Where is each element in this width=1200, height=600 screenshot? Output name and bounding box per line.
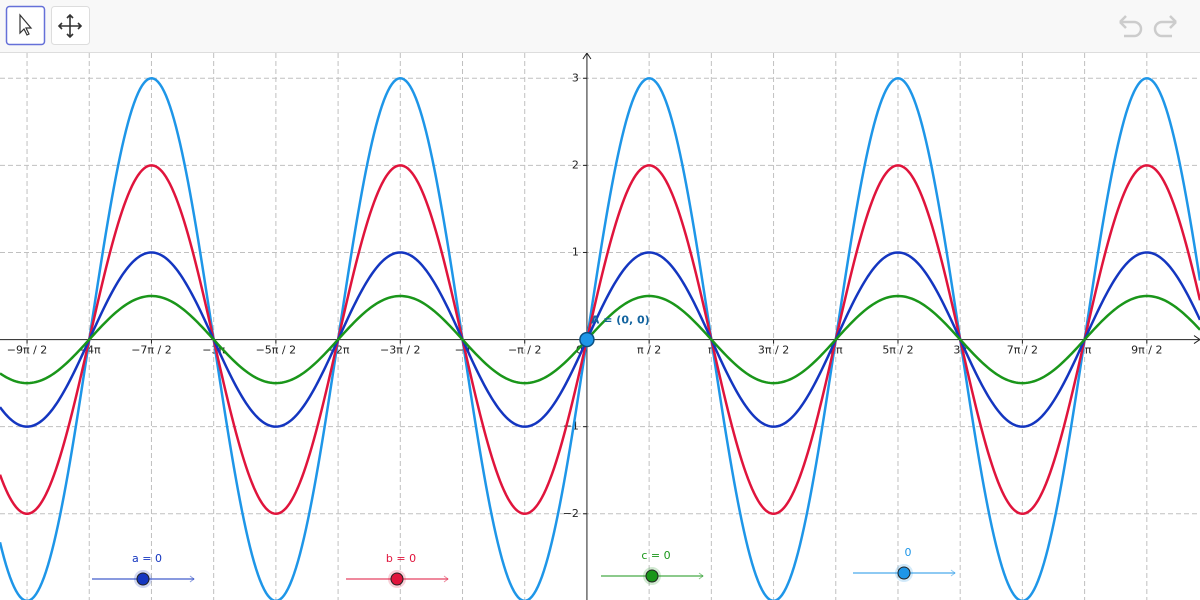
point-label: A = (0, 0): [591, 314, 650, 327]
x-axis-arrow: [1193, 335, 1200, 344]
function-curve: [0, 164, 1200, 516]
x-tick-label: −7π / 2: [131, 344, 172, 357]
move-view-tool[interactable]: [51, 6, 90, 45]
x-tick-label: 0: [576, 344, 583, 357]
y-tick-label: −2: [563, 507, 579, 520]
redo-button[interactable]: [1153, 15, 1177, 38]
x-tick-label: −π / 2: [508, 344, 542, 357]
y-tick-label: 2: [572, 158, 579, 171]
function-curve: [0, 294, 1200, 385]
slider-knob[interactable]: [897, 566, 911, 580]
x-tick-label: −5π / 2: [256, 344, 297, 357]
x-tick-label: π / 2: [637, 344, 661, 357]
slider-arrow: [189, 575, 195, 583]
x-tick-label: −9π / 2: [7, 344, 48, 357]
slider-knob[interactable]: [390, 572, 404, 586]
x-tick-label: 7π / 2: [1007, 344, 1038, 357]
slider-arrow: [698, 572, 704, 580]
undo-button[interactable]: [1119, 15, 1143, 38]
toolbar: [0, 0, 1200, 52]
y-tick-label: 3: [572, 71, 579, 84]
select-tool[interactable]: [5, 5, 46, 46]
slider-label: b = 0: [386, 552, 416, 565]
slider-knob[interactable]: [645, 569, 659, 583]
x-tick-label: 5π / 2: [882, 344, 913, 357]
slider-label: a = 0: [132, 552, 162, 565]
slider-arrow: [443, 575, 449, 583]
x-tick-label: π: [708, 344, 715, 357]
x-tick-label: 9π / 2: [1131, 344, 1162, 357]
y-axis-arrow: [582, 53, 592, 60]
slider-label: 0: [905, 546, 912, 559]
point: [579, 331, 595, 348]
function-curve: [0, 76, 1200, 600]
x-tick-label: −3π / 2: [380, 344, 421, 357]
y-tick-label: 1: [572, 245, 579, 258]
x-tick-label: 3π / 2: [758, 344, 789, 357]
slider-knob[interactable]: [136, 572, 150, 586]
function-curve: [0, 251, 1200, 428]
slider-label: c = 0: [641, 549, 670, 562]
slider-arrow: [950, 569, 956, 577]
graphics-view: −9π / 2 −4π −7π / 2 −3π −5π / 2 −2π −3π / 2 −π −…: [0, 53, 1200, 600]
